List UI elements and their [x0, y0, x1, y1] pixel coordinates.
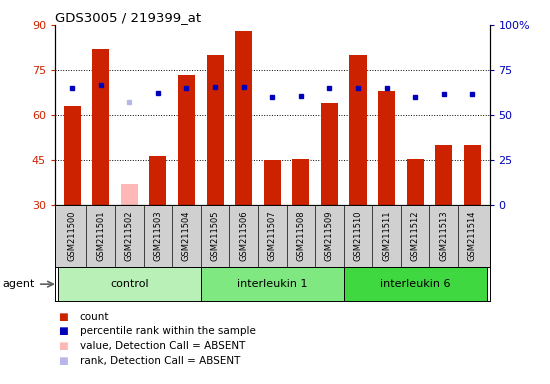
Text: GSM211512: GSM211512: [411, 210, 420, 261]
Bar: [292, 159, 310, 205]
Text: GSM211504: GSM211504: [182, 210, 191, 261]
Text: percentile rank within the sample: percentile rank within the sample: [80, 326, 256, 336]
Bar: [201, 267, 344, 301]
Text: GSM211503: GSM211503: [153, 210, 162, 261]
Bar: [464, 145, 481, 205]
Text: GSM211506: GSM211506: [239, 210, 248, 261]
Text: value, Detection Call = ABSENT: value, Detection Call = ABSENT: [80, 341, 245, 351]
Bar: [235, 31, 252, 205]
Text: interleukin 1: interleukin 1: [237, 279, 307, 289]
Bar: [378, 91, 395, 205]
Bar: [406, 159, 424, 205]
Bar: [58, 267, 201, 301]
Bar: [64, 106, 81, 205]
Bar: [263, 161, 281, 205]
Text: GSM211510: GSM211510: [354, 210, 362, 261]
Text: control: control: [110, 279, 148, 289]
Text: GSM211513: GSM211513: [439, 210, 448, 261]
Bar: [435, 145, 452, 205]
Text: GSM211508: GSM211508: [296, 210, 305, 261]
Text: GDS3005 / 219399_at: GDS3005 / 219399_at: [55, 11, 201, 24]
Text: GSM211507: GSM211507: [268, 210, 277, 261]
Text: GSM211505: GSM211505: [211, 210, 219, 261]
Text: ■: ■: [58, 312, 68, 322]
Text: agent: agent: [3, 279, 35, 289]
Text: GSM211502: GSM211502: [125, 210, 134, 261]
Text: GSM211511: GSM211511: [382, 210, 391, 261]
Text: GSM211500: GSM211500: [68, 210, 76, 261]
Text: GSM211514: GSM211514: [468, 210, 477, 261]
Text: GSM211501: GSM211501: [96, 210, 105, 261]
Bar: [321, 103, 338, 205]
Bar: [178, 74, 195, 205]
Text: ■: ■: [58, 356, 68, 366]
Bar: [92, 49, 109, 205]
Text: count: count: [80, 312, 109, 322]
Text: GSM211509: GSM211509: [325, 210, 334, 261]
Text: ■: ■: [58, 326, 68, 336]
Bar: [150, 156, 167, 205]
Text: ■: ■: [58, 341, 68, 351]
Bar: [344, 267, 487, 301]
Bar: [206, 55, 224, 205]
Bar: [121, 184, 138, 205]
Bar: [349, 55, 367, 205]
Text: rank, Detection Call = ABSENT: rank, Detection Call = ABSENT: [80, 356, 240, 366]
Text: interleukin 6: interleukin 6: [380, 279, 450, 289]
